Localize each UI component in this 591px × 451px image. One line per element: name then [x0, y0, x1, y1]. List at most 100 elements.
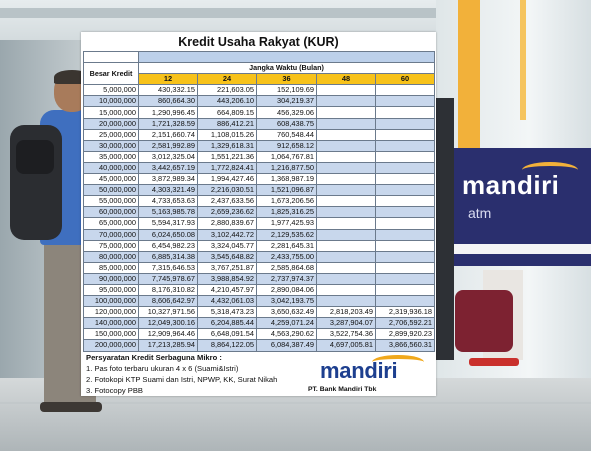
installment-cell: 152,109.69	[256, 84, 317, 97]
installment-cell: 2,581,992.89	[138, 139, 198, 152]
installment-cell: 2,281,645.31	[256, 239, 317, 252]
installment-cell: 443,206.10	[197, 95, 257, 108]
red-bag	[455, 290, 513, 352]
installment-cell: 1,551,221.36	[197, 150, 257, 163]
installment-cell: 7,315,646.53	[138, 261, 198, 274]
installment-cell	[375, 128, 435, 141]
requirement-item: 2. Fotokopi KTP Suami dan Istri, NPWP, K…	[86, 375, 278, 384]
installment-cell: 5,318,473.23	[197, 306, 257, 319]
installment-cell: 1,721,328.59	[138, 117, 198, 130]
installment-cell	[375, 295, 435, 308]
table-row: 40,000,000 3,442,657.19 1,772,824.41 1,216,…	[83, 161, 435, 175]
installment-cell: 886,412.21	[197, 117, 257, 130]
installment-cell	[316, 283, 376, 297]
loan-amount-cell: 10,000,000	[83, 95, 139, 108]
requirements-block: Persyaratan Kredit Serbaguna Mikro : 1. …	[86, 352, 277, 396]
installment-cell: 2,129,535.62	[256, 228, 317, 241]
table-row: 80,000,000 6,885,314.38 3,545,648.82 2,433,…	[83, 250, 435, 263]
installment-cell	[316, 206, 376, 219]
installment-cell	[375, 239, 435, 252]
gold-stripe-thin	[520, 0, 526, 120]
amount-column-header: Besar Kredit	[83, 62, 139, 86]
installment-cell: 10,327,971.56	[138, 306, 198, 319]
installment-cell: 3,442,657.19	[138, 161, 198, 175]
installment-cell	[316, 184, 376, 197]
loan-amount-cell: 75,000,000	[83, 239, 139, 252]
installment-cell: 4,303,321.49	[138, 184, 198, 197]
table-row: 55,000,000 4,733,653.63 2,437,633.56 1,673,…	[83, 195, 435, 208]
table-body: 5,000,000 430,332.15 221,603.05 152,109.69 1…	[83, 84, 435, 352]
installment-cell: 3,872,989.34	[138, 173, 198, 186]
installment-cell: 912,658.12	[256, 139, 317, 152]
installment-cell: 2,890,084.06	[256, 283, 317, 297]
loan-amount-cell: 20,000,000	[83, 117, 139, 130]
installment-cell	[375, 272, 435, 285]
loan-amount-cell: 5,000,000	[83, 84, 139, 97]
requirement-item: 1. Pas foto terbaru ukuran 4 x 6 (Suami&…	[86, 364, 239, 373]
installment-cell: 1,977,425.93	[256, 217, 317, 230]
installment-cell: 1,368,987.19	[256, 173, 317, 186]
table-row: 60,000,000 5,163,985.78 2,659,236.62 1,825,…	[83, 206, 435, 219]
table-row: 10,000,000 860,664.30 443,206.10 304,219.37	[83, 95, 435, 108]
installment-cell: 4,733,653.63	[138, 195, 198, 208]
installment-cell: 8,864,122.05	[197, 339, 257, 352]
installment-cell	[316, 217, 376, 230]
installment-cell: 2,437,633.56	[197, 195, 257, 208]
installment-cell	[375, 250, 435, 263]
installment-cell	[375, 217, 435, 230]
installment-cell: 2,659,236.62	[197, 206, 257, 219]
loan-amount-cell: 50,000,000	[83, 184, 139, 197]
installment-cell: 1,329,618.31	[197, 139, 257, 152]
ceiling-beam	[0, 8, 591, 18]
installment-cell: 4,563,290.62	[256, 328, 317, 341]
installment-cell: 1,290,996.45	[138, 106, 198, 119]
installment-cell: 2,319,936.18	[375, 306, 435, 319]
installment-cell: 608,438.75	[256, 117, 317, 130]
installment-cell	[375, 195, 435, 208]
installment-cell: 2,585,864.68	[256, 261, 317, 274]
installment-cell: 1,772,824.41	[197, 161, 257, 175]
table-row: 120,000,000 10,327,971.56 5,318,473.23 3,65…	[83, 306, 435, 319]
installment-cell: 1,108,015.26	[197, 128, 257, 141]
installment-cell: 3,012,325.04	[138, 150, 198, 163]
installment-cell: 2,216,030.51	[197, 184, 257, 197]
installment-cell: 2,880,839.67	[197, 217, 257, 230]
installment-cell: 3,522,754.36	[316, 328, 376, 341]
company-name: PT. Bank Mandiri Tbk	[308, 386, 377, 393]
installment-cell: 2,706,592.21	[375, 317, 435, 330]
installment-cell	[375, 283, 435, 297]
loan-amount-cell: 55,000,000	[83, 195, 139, 208]
table-row: 95,000,000 8,176,310.82 4,210,457.97 2,890,…	[83, 283, 435, 297]
loan-amount-cell: 45,000,000	[83, 173, 139, 186]
backpack-pocket	[16, 140, 54, 174]
atm-brand-text: mandiri	[462, 170, 560, 200]
installment-cell: 6,885,314.38	[138, 250, 198, 263]
installment-cell: 3,545,648.82	[197, 250, 257, 263]
installment-cell: 1,673,206.56	[256, 195, 317, 208]
header-spacer	[83, 50, 139, 64]
installment-cell	[316, 250, 376, 263]
mandiri-logo-wave	[372, 355, 424, 369]
installment-cell: 2,433,755.00	[256, 250, 317, 263]
installment-cell: 3,767,251.87	[197, 261, 257, 274]
loan-amount-cell: 100,000,000	[83, 295, 139, 308]
installment-cell: 5,163,985.78	[138, 206, 198, 219]
installment-cell: 3,650,632.49	[256, 306, 317, 319]
installment-cell: 2,899,920.23	[375, 328, 435, 341]
installment-cell	[316, 195, 376, 208]
installment-cell: 6,084,387.49	[256, 339, 317, 352]
installment-cell	[316, 261, 376, 274]
installment-cell: 1,064,767.81	[256, 150, 317, 163]
installment-cell: 6,024,650.08	[138, 228, 198, 241]
installment-cell: 1,521,096.87	[256, 184, 317, 197]
installment-cell	[316, 239, 376, 252]
installment-cell: 2,737,974.37	[256, 272, 317, 285]
installment-cell: 8,606,642.97	[138, 295, 198, 308]
period-column-header: Jangka Waktu (Bulan)	[138, 62, 435, 75]
loan-amount-cell: 80,000,000	[83, 250, 139, 263]
atm-label: atm	[468, 205, 492, 221]
term-header: 24	[197, 73, 257, 86]
installment-cell	[375, 228, 435, 241]
installment-cell: 1,216,877.50	[256, 161, 317, 175]
table-row: 25,000,000 2,151,660.74 1,108,015.26 760,54…	[83, 128, 435, 141]
